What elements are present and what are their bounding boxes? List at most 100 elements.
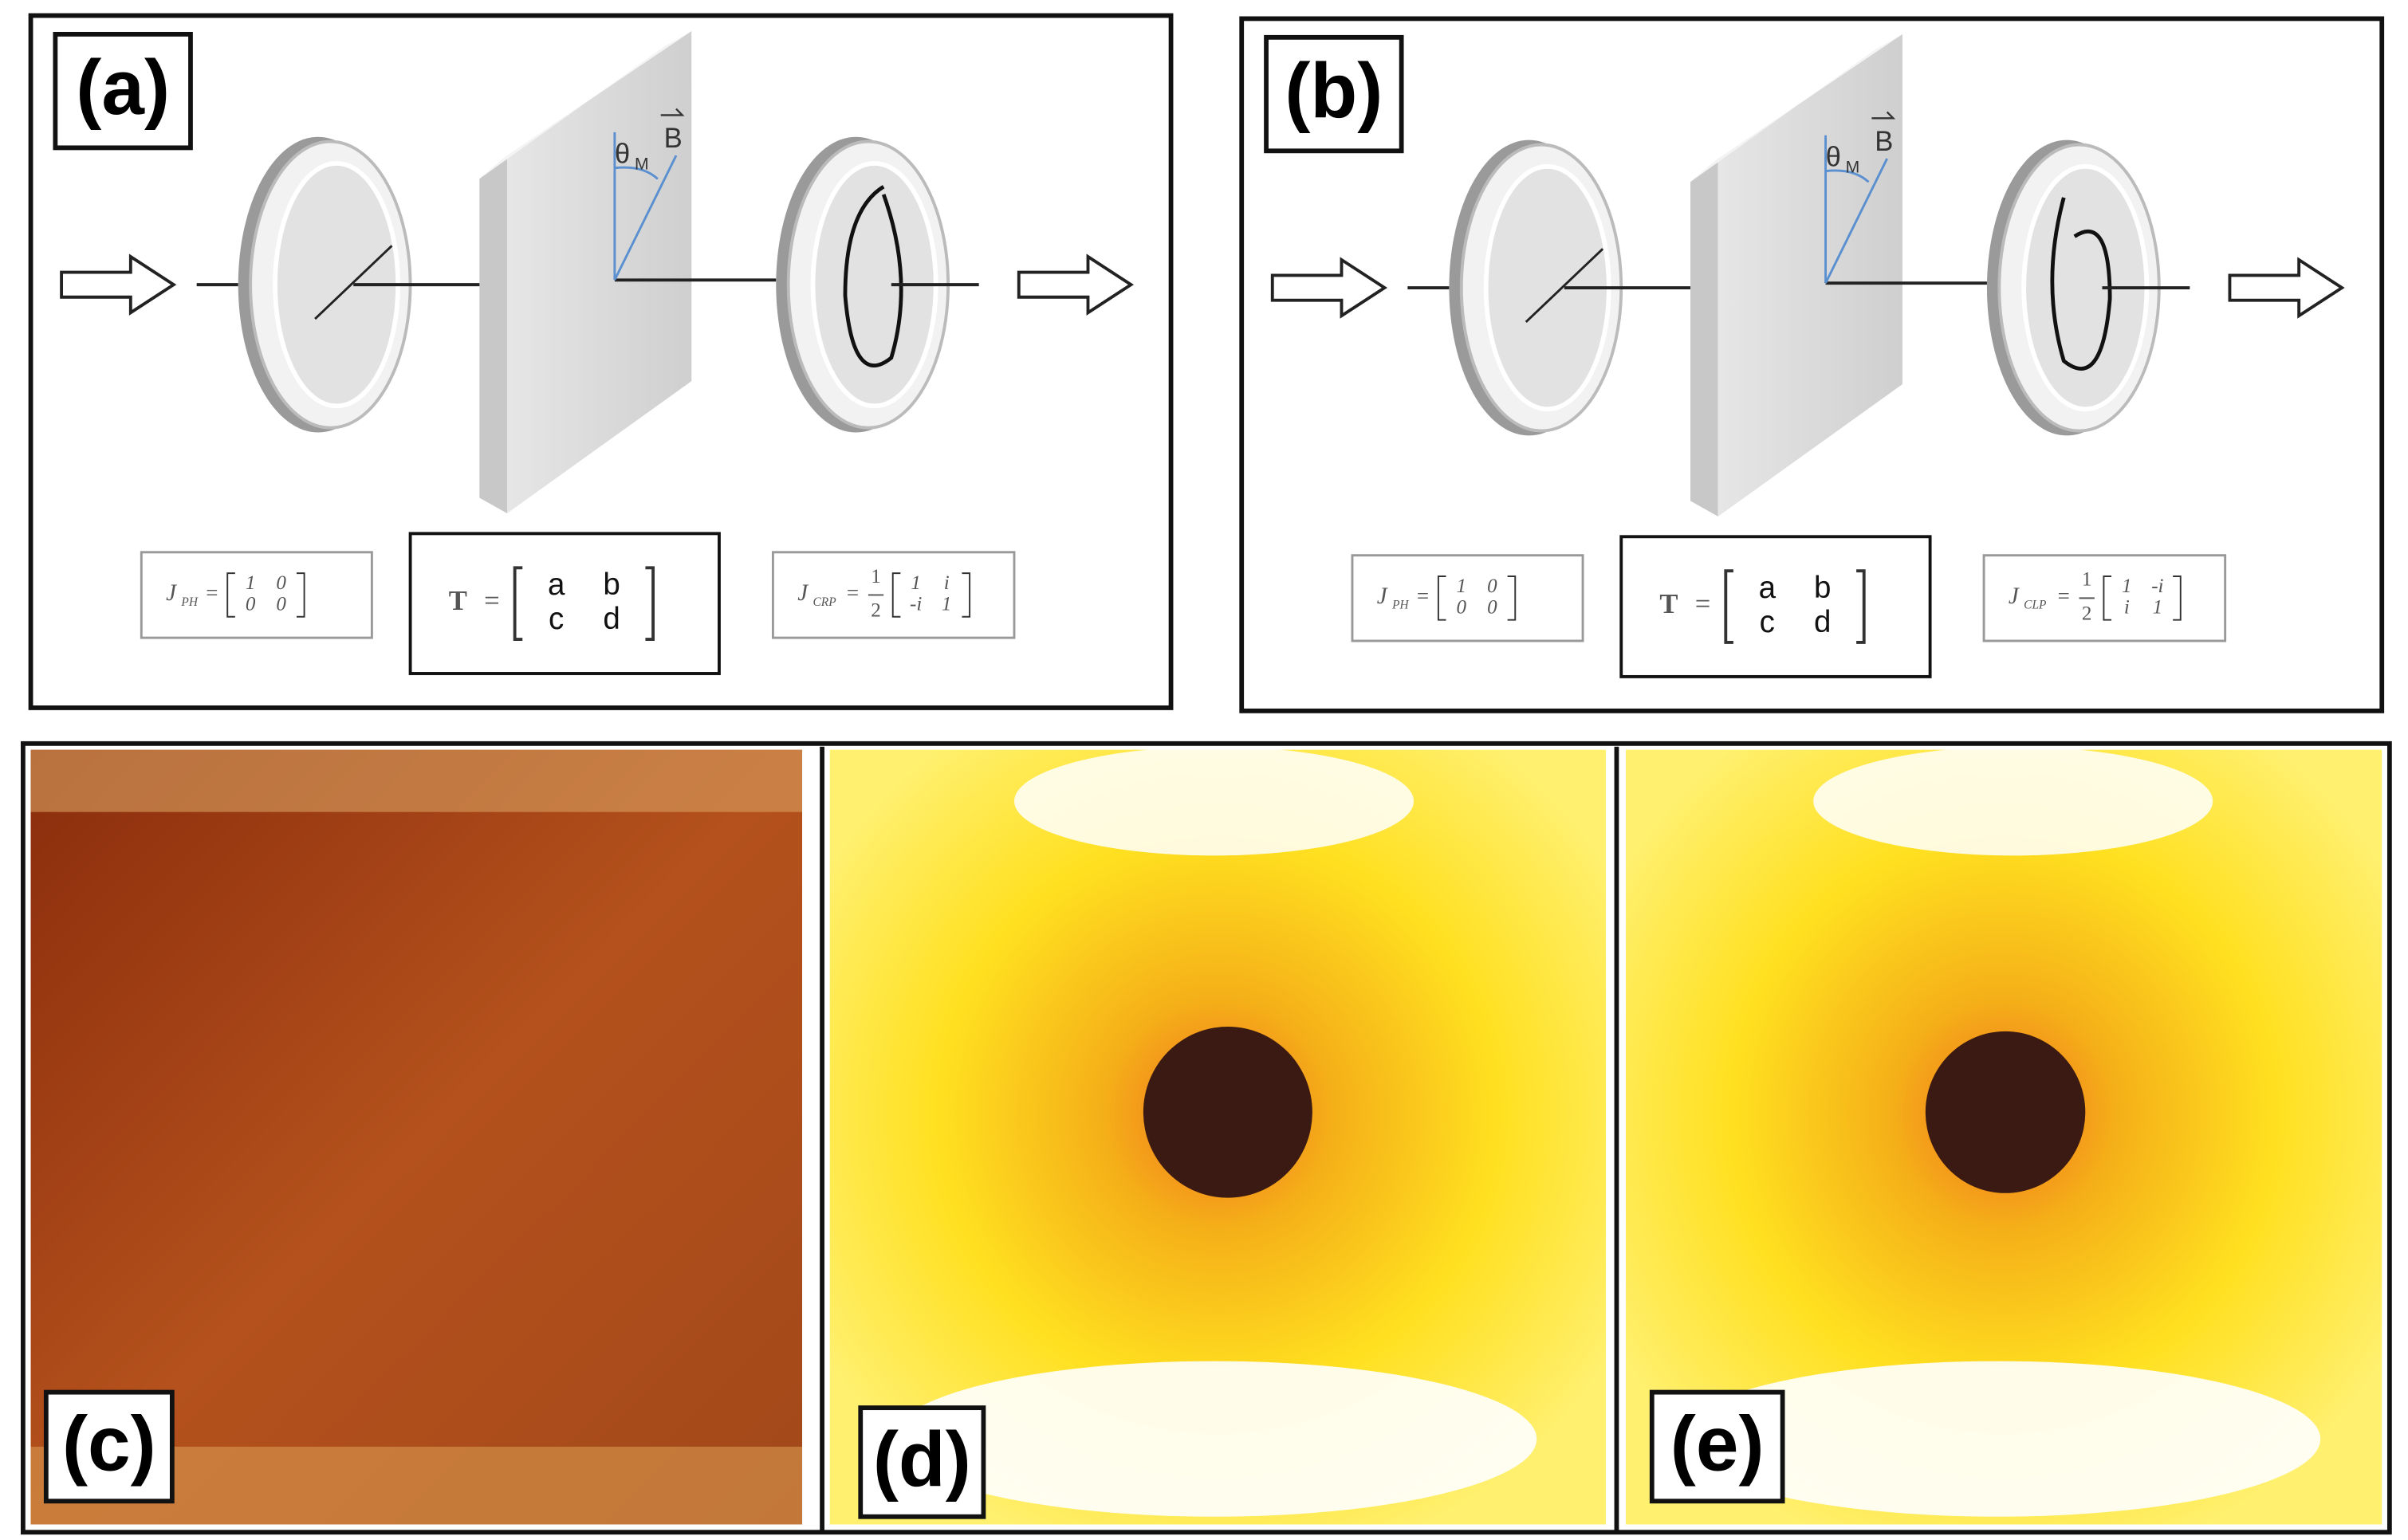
- matrix-entry: d: [603, 602, 620, 636]
- photo-edge: [30, 749, 803, 812]
- photo-label: (c): [62, 1400, 156, 1487]
- bracket: [513, 566, 655, 642]
- angle-label: θ: [615, 138, 630, 169]
- glare: [1013, 746, 1415, 856]
- matrix-sub: CRP: [813, 595, 837, 609]
- label-box: [53, 32, 193, 151]
- matrix-entry: d: [1814, 605, 1831, 639]
- sample-plate-side: [1690, 159, 1718, 517]
- matrix-entry: c: [1760, 605, 1775, 639]
- sample-plate: [506, 31, 692, 514]
- matrix-entry: -i: [910, 593, 922, 615]
- bracket: [2103, 576, 2182, 621]
- photo-labels: (c) (d) (e): [43, 1389, 1785, 1519]
- panel: (a)θ MBJ PH = 1 00 0 T = a bc dJ CRP =121 i-i 1: [28, 13, 1174, 710]
- matrix-entry: 1: [2153, 596, 2163, 618]
- matrix-entry: 0: [1487, 576, 1497, 597]
- circular-arrow: [843, 185, 903, 367]
- matrix-box: [1619, 535, 1932, 678]
- angle-arc: [1825, 169, 1870, 183]
- matrix-name: J: [797, 580, 809, 606]
- label-box: [43, 1389, 175, 1504]
- matrix-entry: a: [548, 568, 565, 602]
- matrix-entry: 0: [1457, 596, 1467, 618]
- vector-arrow: [1871, 111, 1896, 120]
- angle-sub: M: [1846, 157, 1860, 176]
- glare: [891, 1361, 1537, 1517]
- matrix-entry: 0: [276, 572, 286, 594]
- glare: [1674, 1361, 2321, 1517]
- equals: =: [847, 581, 859, 605]
- matrix-name: J: [2009, 583, 2020, 609]
- photo-label: (e): [1670, 1400, 1765, 1487]
- matrix-name: J: [1377, 583, 1389, 609]
- dark-spot: [1925, 1031, 2086, 1193]
- panel: (b)θ MBJ PH = 1 00 0 T = a bc dJ CLP =121 -ii 1: [1239, 16, 2385, 713]
- fraction-den: 2: [871, 600, 881, 622]
- matrix-name: T: [449, 585, 467, 616]
- photo-label: (d): [873, 1416, 971, 1503]
- matrix-entry: b: [603, 568, 620, 602]
- schematics: (a)θ MBJ PH = 1 00 0 T = a bc dJ CRP =121 i-i 1(b)θ MBJ P…: [28, 13, 2385, 713]
- matrix-entry: i: [944, 572, 950, 594]
- matrix-entry: a: [1759, 571, 1776, 605]
- matrix-entry: 0: [276, 593, 286, 615]
- equals: =: [1417, 583, 1429, 607]
- equals: =: [1695, 588, 1711, 619]
- bracket: [226, 572, 305, 618]
- matrix-sub: CLP: [2024, 599, 2047, 612]
- matrix-box: [1351, 554, 1584, 642]
- bracket: [891, 572, 971, 618]
- equals: =: [2058, 583, 2070, 607]
- angle-arc: [614, 166, 659, 180]
- bracket: [1437, 576, 1517, 621]
- matrix-entry: 1: [2122, 576, 2132, 597]
- fraction-num: 1: [871, 566, 881, 587]
- bracket: [1724, 569, 1866, 644]
- fraction-den: 2: [2082, 603, 2092, 625]
- circular-arrow: [2050, 197, 2112, 371]
- angle-label: θ: [1826, 141, 1841, 172]
- equals: =: [206, 581, 218, 605]
- equals: =: [484, 585, 500, 616]
- axis-arrow: [314, 245, 393, 320]
- field-label: B: [1875, 126, 1893, 157]
- matrix-entry: c: [549, 602, 564, 636]
- matrix-sub: PH: [180, 595, 198, 609]
- matrix-entry: 0: [246, 593, 256, 615]
- matrix-entry: b: [1814, 571, 1831, 605]
- field-vector: [613, 155, 678, 281]
- field-label: B: [664, 123, 683, 154]
- matrix-entry: 1: [1457, 576, 1467, 597]
- matrix-entry: 1: [246, 572, 256, 594]
- matrix-name: T: [1659, 588, 1678, 619]
- arrow: [60, 253, 177, 316]
- field-vector: [1824, 158, 1888, 284]
- glare: [1813, 746, 2213, 856]
- label-box: [1264, 34, 1404, 154]
- matrix-sub: PH: [1391, 599, 1409, 612]
- photo-strip: [21, 741, 2392, 1535]
- label-box: [858, 1405, 986, 1519]
- matrix-entry: 1: [942, 593, 952, 615]
- matrix-box: [408, 532, 721, 675]
- arrow: [1270, 257, 1388, 319]
- matrix-entry: i: [2124, 596, 2130, 618]
- matrix-box: [140, 551, 373, 639]
- photo-frame: [21, 741, 2392, 1535]
- arrow: [1017, 253, 1135, 316]
- fraction-num: 1: [2082, 569, 2092, 591]
- sample-plate: [1717, 33, 1902, 517]
- axis-arrow: [1525, 248, 1604, 324]
- matrix-entry: 1: [911, 572, 921, 594]
- angle-sub: M: [635, 154, 649, 173]
- matrix-name: J: [166, 580, 178, 606]
- panel-label: (a): [76, 43, 170, 131]
- matrix-entry: 0: [1487, 596, 1497, 618]
- vector-arrow: [660, 108, 685, 116]
- matrix-entry: -i: [2151, 576, 2163, 597]
- sample-plate-side: [479, 155, 507, 513]
- panel-label: (b): [1285, 46, 1383, 134]
